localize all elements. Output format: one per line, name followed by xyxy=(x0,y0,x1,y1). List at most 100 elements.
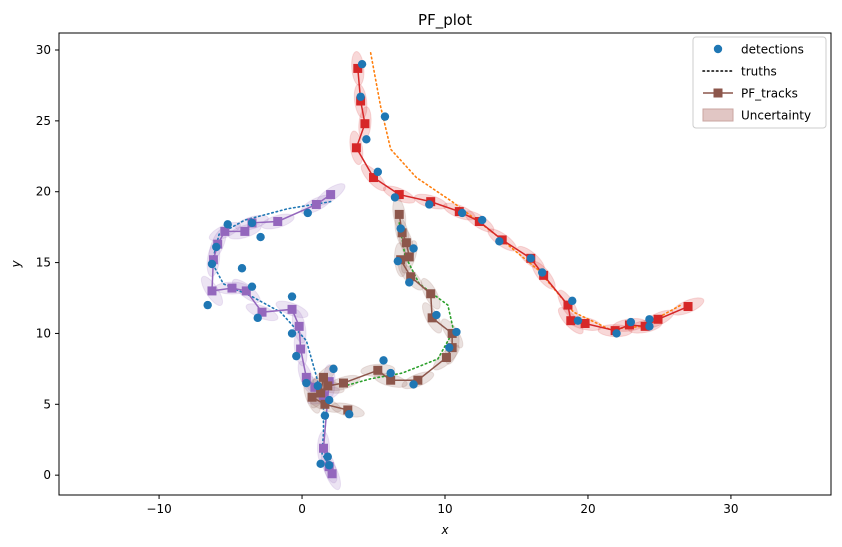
track-square-marker xyxy=(320,399,330,409)
track-square-marker xyxy=(566,316,576,326)
track-square-marker xyxy=(296,344,306,354)
detection-point xyxy=(256,232,265,242)
detection-point xyxy=(405,278,414,287)
x-tick-label: −10 xyxy=(146,502,171,516)
detection-point xyxy=(362,135,371,144)
track-square-marker xyxy=(316,388,326,398)
detection-point xyxy=(477,215,487,225)
detection-point xyxy=(253,313,262,323)
detection-point xyxy=(356,92,365,101)
detection-point xyxy=(287,292,297,301)
legend-uncertainty-swatch xyxy=(702,108,734,122)
track-square-marker xyxy=(401,238,411,248)
track-square-marker xyxy=(294,321,304,331)
detection-point xyxy=(386,368,395,378)
track-square-marker xyxy=(373,365,383,375)
track-square-marker xyxy=(257,307,267,317)
y-tick-label: 5 xyxy=(43,397,51,411)
pf-tracks xyxy=(207,63,693,479)
detection-point xyxy=(329,364,338,374)
detection-point xyxy=(357,59,367,69)
detection-point xyxy=(452,327,461,337)
track-square-marker xyxy=(323,381,333,391)
detection-point xyxy=(320,411,330,420)
track-square-marker xyxy=(301,372,311,382)
detection-point xyxy=(380,112,390,121)
detection-point xyxy=(247,282,257,291)
legend-label: PF_tracks xyxy=(741,87,798,101)
detection-point xyxy=(247,218,257,228)
uncertainty-ellipses xyxy=(200,50,705,491)
detection-point xyxy=(573,316,583,325)
detection-points xyxy=(203,59,654,470)
legend: detections truths PF_tracks Uncertainty xyxy=(692,36,827,129)
detection-point xyxy=(393,256,403,266)
detection-point xyxy=(207,259,217,269)
detection-point xyxy=(292,351,301,361)
detection-point xyxy=(316,459,325,469)
y-tick-label: 25 xyxy=(36,114,51,128)
track-square-marker xyxy=(220,226,230,236)
track-square-marker xyxy=(441,353,451,363)
legend-box xyxy=(692,36,827,129)
y-tick-label: 30 xyxy=(36,43,51,57)
truth-lines xyxy=(211,52,682,467)
y-tick-label: 15 xyxy=(36,256,51,270)
x-axis-ticks: −10 0 10 20 30 xyxy=(146,495,739,516)
detection-point xyxy=(425,200,434,209)
track-square-marker xyxy=(311,199,321,209)
legend-detections-swatch xyxy=(713,44,723,54)
legend-label: truths xyxy=(741,65,777,79)
detection-point xyxy=(432,310,441,320)
track-square-marker xyxy=(326,190,336,200)
detection-point xyxy=(409,244,418,253)
x-tick-label: 20 xyxy=(580,502,595,516)
track-square-marker xyxy=(360,119,370,129)
detection-point xyxy=(568,296,577,306)
track-square-marker xyxy=(404,252,414,262)
track-square-marker xyxy=(640,321,650,331)
detection-point xyxy=(203,300,212,310)
detection-point xyxy=(390,193,400,202)
legend-label: Uncertainty xyxy=(741,109,811,123)
track-square-marker xyxy=(397,228,407,238)
detection-point xyxy=(379,356,388,365)
legend-label: detections xyxy=(741,43,804,57)
y-tick-label: 10 xyxy=(36,326,51,340)
detection-point xyxy=(287,329,297,338)
track-square-marker xyxy=(413,375,423,385)
track-square-marker xyxy=(447,328,457,338)
track-square-marker xyxy=(273,216,283,226)
track-square-marker xyxy=(386,375,396,385)
y-tick-label: 0 xyxy=(43,468,51,482)
detection-point xyxy=(345,410,354,419)
track-square-marker xyxy=(394,209,404,219)
track-square-marker xyxy=(406,272,416,282)
y-axis-label: y xyxy=(9,260,23,269)
x-tick-label: 0 xyxy=(298,502,306,516)
detection-point xyxy=(538,268,547,277)
track-square-marker xyxy=(327,469,337,479)
track-square-marker xyxy=(353,63,363,73)
detection-point xyxy=(223,220,232,229)
detection-point xyxy=(526,254,535,263)
track-square-marker xyxy=(580,319,590,329)
detection-point xyxy=(313,381,322,391)
chart-title: PF_plot xyxy=(418,11,472,30)
detection-point xyxy=(409,380,418,389)
track-square-marker xyxy=(653,314,663,324)
track-square-marker xyxy=(318,372,328,382)
track-square-marker xyxy=(307,392,317,402)
detection-point xyxy=(645,322,654,331)
track-square-marker xyxy=(356,96,366,106)
track-square-marker xyxy=(207,286,217,296)
detection-point xyxy=(495,237,504,246)
track-square-marker xyxy=(426,289,436,299)
detection-point xyxy=(645,315,654,324)
y-tick-label: 20 xyxy=(36,185,51,199)
track-square-marker xyxy=(427,313,437,323)
x-tick-label: 30 xyxy=(723,502,738,516)
detection-point xyxy=(302,378,311,388)
detection-point xyxy=(237,264,247,273)
